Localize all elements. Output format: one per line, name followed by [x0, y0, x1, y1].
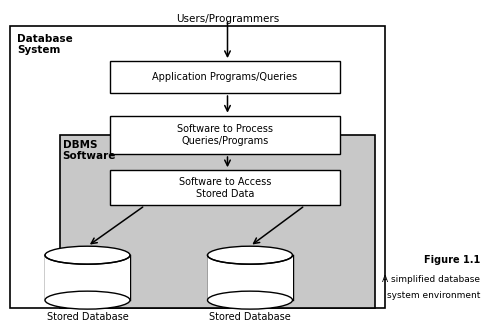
Text: Database
System: Database System: [18, 34, 73, 55]
Text: Application Programs/Queries: Application Programs/Queries: [152, 72, 298, 82]
Bar: [208, 255, 292, 300]
Text: DBMS
Software: DBMS Software: [62, 140, 116, 161]
Bar: [60, 135, 375, 308]
Bar: [10, 26, 385, 308]
Bar: [45, 255, 130, 300]
Text: Software to Process
Queries/Programs: Software to Process Queries/Programs: [177, 124, 273, 146]
Text: Stored Database
Definition
(Meta-Data): Stored Database Definition (Meta-Data): [46, 312, 128, 321]
Ellipse shape: [208, 246, 292, 264]
Text: Figure 1.1: Figure 1.1: [424, 255, 480, 265]
Text: system environment: system environment: [386, 291, 480, 300]
Text: Users/Programmers: Users/Programmers: [176, 14, 279, 24]
Bar: [110, 116, 340, 154]
Text: Stored Database: Stored Database: [209, 312, 291, 321]
Bar: [110, 170, 340, 205]
Ellipse shape: [208, 291, 292, 309]
Ellipse shape: [45, 291, 130, 309]
Ellipse shape: [45, 246, 130, 264]
Text: Software to Access
Stored Data: Software to Access Stored Data: [179, 177, 271, 199]
Text: A simplified database: A simplified database: [382, 275, 480, 284]
Bar: [110, 61, 340, 93]
